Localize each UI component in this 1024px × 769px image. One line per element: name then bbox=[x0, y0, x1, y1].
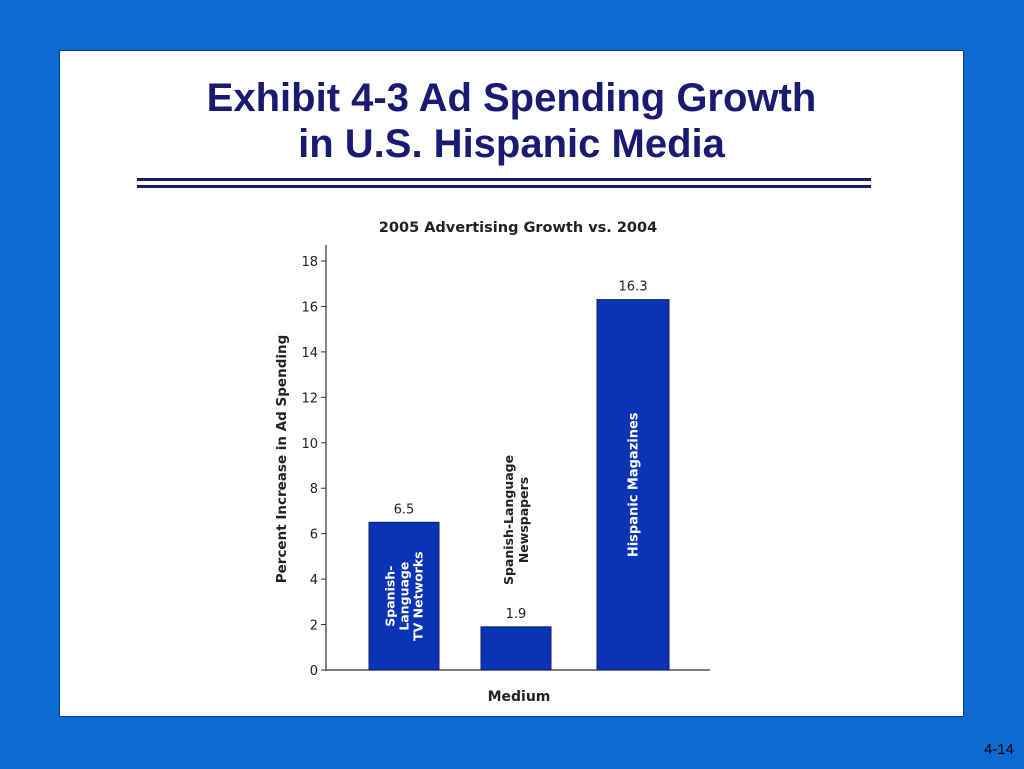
slide-title-line-1: Exhibit 4-3 Ad Spending Growth bbox=[206, 76, 817, 120]
slide-number: 4-14 bbox=[983, 741, 1014, 758]
y-axis-label: Percent Increase in Ad Spending bbox=[274, 335, 290, 584]
bar-value-label: 16.3 bbox=[619, 280, 648, 295]
category-label-line: Spanish-Language bbox=[501, 455, 516, 585]
category-label-line: Hispanic Magazines bbox=[627, 412, 642, 557]
bar-value-label: 6.5 bbox=[394, 502, 415, 517]
category-label: Spanish-Language Newspapers bbox=[501, 455, 531, 585]
slide-panel: Exhibit 4-3 Ad Spending Growth in U.S. H… bbox=[59, 50, 964, 717]
slide-title: Exhibit 4-3 Ad Spending Growth in U.S. H… bbox=[60, 75, 963, 167]
y-tick-label: 6 bbox=[310, 528, 318, 543]
category-label-line: Spanish- bbox=[382, 566, 397, 627]
y-tick-label: 18 bbox=[301, 255, 318, 270]
title-rule-top bbox=[137, 178, 871, 181]
y-tick-label: 10 bbox=[301, 437, 318, 452]
category-label: Spanish- Language TV Networks bbox=[382, 551, 425, 641]
chart-title: 2005 Advertising Growth vs. 2004 bbox=[379, 220, 657, 236]
title-rule-bottom bbox=[137, 185, 871, 188]
bar-value-label: 1.9 bbox=[506, 607, 527, 622]
y-tick-label: 16 bbox=[301, 300, 318, 315]
bar bbox=[480, 626, 552, 671]
slide-title-line-2: in U.S. Hispanic Media bbox=[298, 122, 725, 166]
y-tick-label: 0 bbox=[310, 664, 318, 679]
y-ticks: 0 2 4 6 8 10 12 14 16 18 bbox=[301, 255, 326, 679]
y-tick-label: 14 bbox=[301, 346, 318, 361]
y-tick-label: 12 bbox=[301, 391, 318, 406]
x-axis-label: Medium bbox=[488, 689, 551, 705]
bar bbox=[368, 521, 440, 671]
y-tick-label: 2 bbox=[310, 619, 318, 634]
bar bbox=[596, 299, 670, 671]
category-label: Hispanic Magazines bbox=[627, 412, 642, 557]
category-label-line: Language bbox=[396, 562, 411, 631]
y-tick-label: 4 bbox=[310, 573, 318, 588]
y-tick-label: 8 bbox=[310, 482, 318, 497]
category-label-line: Newspapers bbox=[516, 477, 531, 563]
category-label-line: TV Networks bbox=[410, 551, 425, 641]
